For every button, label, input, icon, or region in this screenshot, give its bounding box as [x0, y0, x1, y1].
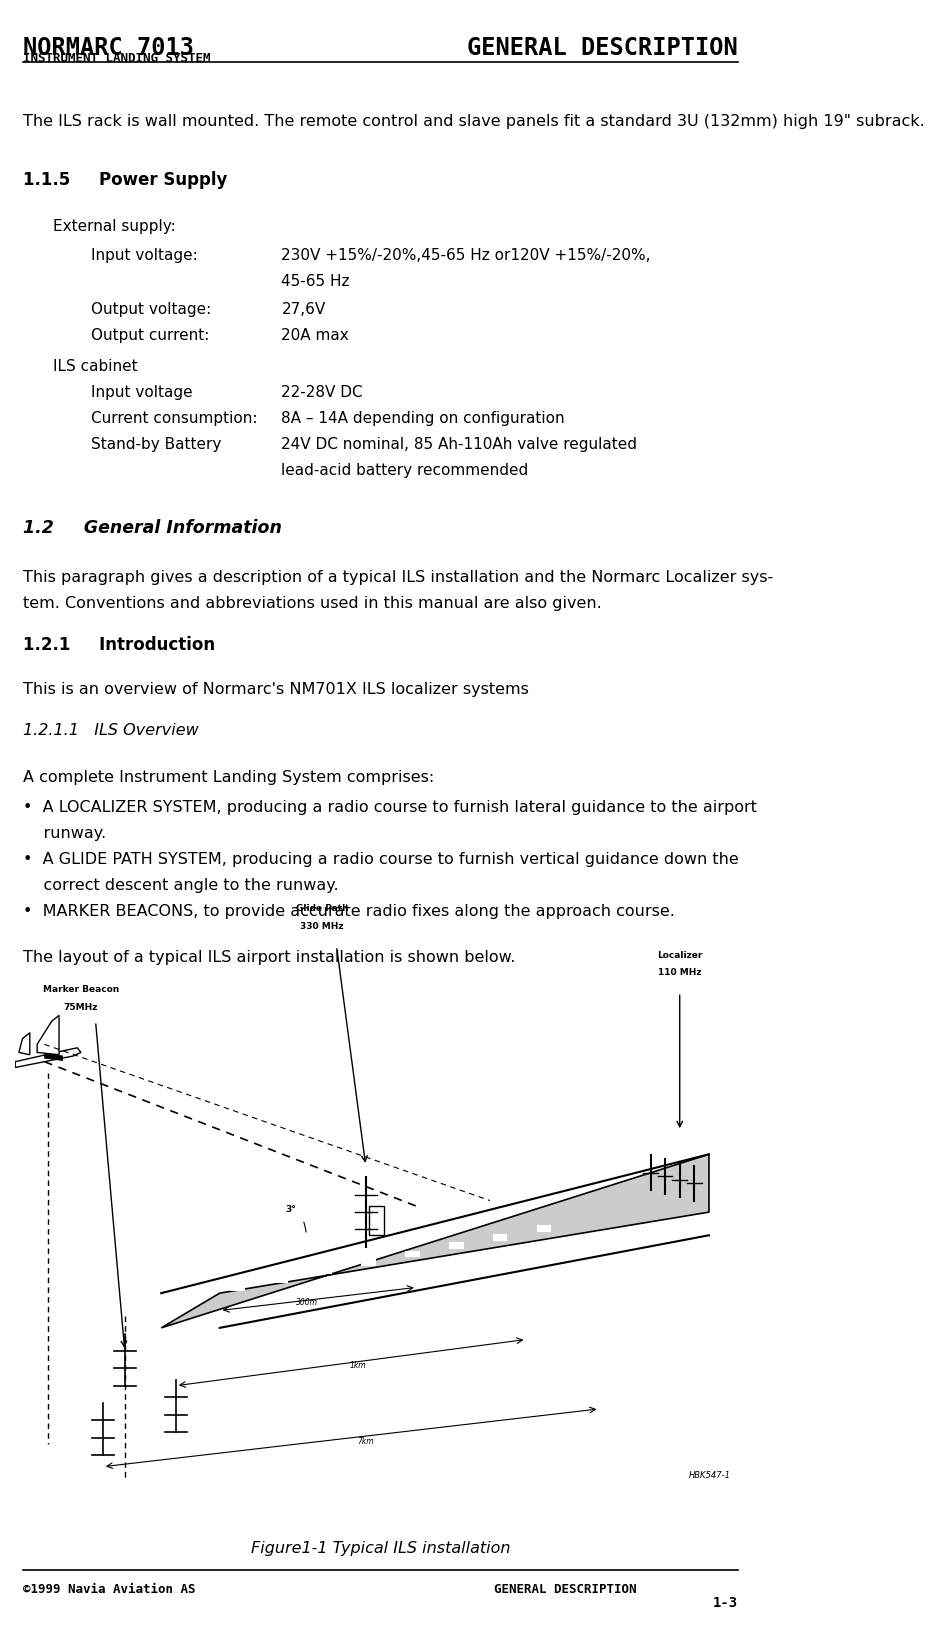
Text: •  MARKER BEACONS, to provide accurate radio fixes along the approach course.: • MARKER BEACONS, to provide accurate ra…	[23, 904, 675, 919]
Text: runway.: runway.	[23, 826, 106, 840]
Text: 1.1.5     Power Supply: 1.1.5 Power Supply	[23, 171, 227, 189]
Text: This is an overview of Normarc's NM701X ILS localizer systems: This is an overview of Normarc's NM701X …	[23, 682, 529, 697]
Text: 1.2     General Information: 1.2 General Information	[23, 519, 282, 537]
Text: GENERAL DESCRIPTION: GENERAL DESCRIPTION	[494, 1583, 637, 1596]
Text: 8A – 14A depending on configuration: 8A – 14A depending on configuration	[282, 411, 565, 426]
Text: This paragraph gives a description of a typical ILS installation and the Normarc: This paragraph gives a description of a …	[23, 570, 773, 584]
Text: •  A GLIDE PATH SYSTEM, producing a radio course to furnish vertical guidance do: • A GLIDE PATH SYSTEM, producing a radio…	[23, 852, 738, 867]
Text: 45-65 Hz: 45-65 Hz	[282, 274, 350, 289]
Text: GENERAL DESCRIPTION: GENERAL DESCRIPTION	[467, 36, 737, 60]
Text: NORMARC 7013: NORMARC 7013	[23, 36, 194, 60]
Text: A complete Instrument Landing System comprises:: A complete Instrument Landing System com…	[23, 770, 434, 785]
Text: Output current:: Output current:	[91, 328, 210, 343]
Text: 27,6V: 27,6V	[282, 302, 326, 317]
Text: Output voltage:: Output voltage:	[91, 302, 212, 317]
Text: Current consumption:: Current consumption:	[91, 411, 258, 426]
Text: Figure1-1 Typical ILS installation: Figure1-1 Typical ILS installation	[251, 1541, 510, 1555]
Text: ILS cabinet: ILS cabinet	[53, 359, 138, 374]
Text: •  A LOCALIZER SYSTEM, producing a radio course to furnish lateral guidance to t: • A LOCALIZER SYSTEM, producing a radio …	[23, 800, 756, 814]
Text: lead-acid battery recommended: lead-acid battery recommended	[282, 463, 529, 478]
Text: 230V +15%/-20%,45-65 Hz or120V +15%/-20%,: 230V +15%/-20%,45-65 Hz or120V +15%/-20%…	[282, 248, 651, 263]
Text: Stand-by Battery: Stand-by Battery	[91, 437, 222, 452]
Text: 1-3: 1-3	[713, 1596, 737, 1611]
Text: correct descent angle to the runway.: correct descent angle to the runway.	[23, 878, 339, 893]
Text: Input voltage: Input voltage	[91, 385, 193, 400]
Text: The layout of a typical ILS airport installation is shown below.: The layout of a typical ILS airport inst…	[23, 950, 515, 965]
Text: ©1999 Navia Aviation AS: ©1999 Navia Aviation AS	[23, 1583, 195, 1596]
Text: 24V DC nominal, 85 Ah-110Ah valve regulated: 24V DC nominal, 85 Ah-110Ah valve regula…	[282, 437, 638, 452]
Text: External supply:: External supply:	[53, 219, 176, 233]
Text: 22-28V DC: 22-28V DC	[282, 385, 363, 400]
Text: tem. Conventions and abbreviations used in this manual are also given.: tem. Conventions and abbreviations used …	[23, 596, 602, 610]
Text: 1.2.1.1   ILS Overview: 1.2.1.1 ILS Overview	[23, 723, 198, 738]
Text: INSTRUMENT LANDING SYSTEM: INSTRUMENT LANDING SYSTEM	[23, 52, 211, 65]
Text: 1.2.1     Introduction: 1.2.1 Introduction	[23, 636, 214, 654]
Text: 20A max: 20A max	[282, 328, 349, 343]
Text: Input voltage:: Input voltage:	[91, 248, 198, 263]
Text: The ILS rack is wall mounted. The remote control and slave panels fit a standard: The ILS rack is wall mounted. The remote…	[23, 114, 924, 129]
